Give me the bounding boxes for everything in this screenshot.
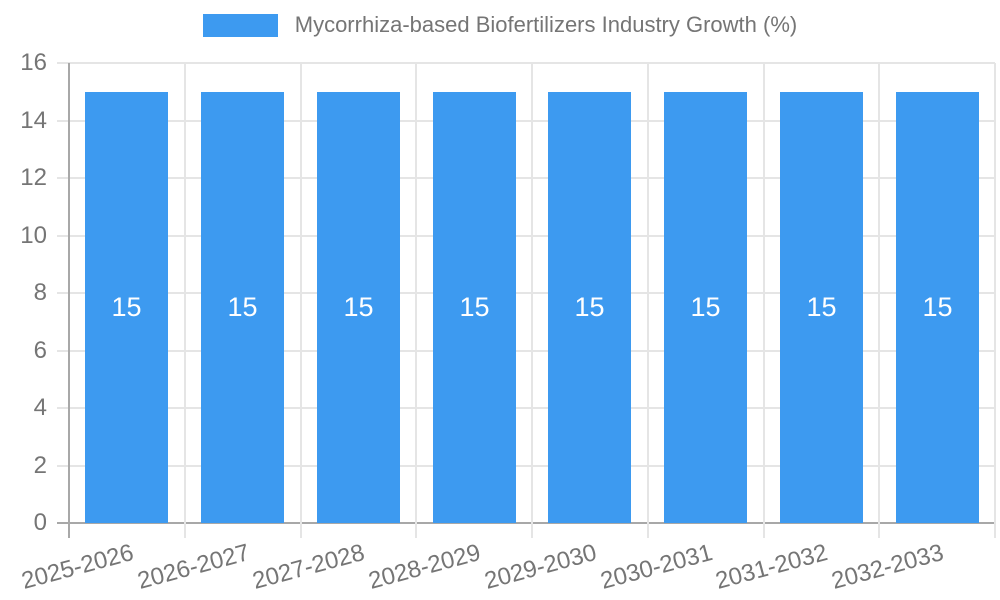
bar: [664, 92, 747, 523]
y-tick-label: 16: [20, 49, 47, 76]
horizontal-gridline: [57, 292, 995, 294]
bar: [433, 92, 516, 523]
horizontal-gridline: [57, 407, 995, 409]
y-tick-label: 2: [33, 452, 47, 479]
horizontal-gridline: [57, 120, 995, 122]
vertical-gridline: [531, 63, 533, 538]
bar-value-label: 15: [343, 292, 374, 322]
bar-value-label: 15: [922, 292, 953, 322]
bar-value-label: 15: [111, 292, 142, 322]
y-tick-label: 14: [20, 107, 47, 134]
horizontal-gridline: [57, 62, 995, 64]
x-tick-label: 2032-2033: [828, 539, 947, 595]
bar: [201, 92, 284, 523]
legend-swatch: [202, 13, 278, 37]
vertical-gridline: [647, 63, 649, 538]
bar: [548, 92, 631, 523]
y-tick-label: 12: [20, 164, 47, 191]
x-tick-label: 2029-2030: [481, 539, 600, 595]
legend-item[interactable]: Mycorrhiza-based Biofertilizers Industry…: [0, 0, 1000, 50]
vertical-gridline: [878, 63, 880, 538]
y-tick-label: 8: [33, 279, 47, 306]
bar: [85, 92, 168, 523]
x-tick-label: 2027-2028: [249, 539, 368, 595]
horizontal-gridline: [57, 350, 995, 352]
vertical-gridline: [763, 63, 765, 538]
x-axis-baseline: [57, 522, 995, 524]
y-tick-label: 10: [20, 222, 47, 249]
bar-value-label: 15: [574, 292, 605, 322]
horizontal-gridline: [57, 465, 995, 467]
vertical-gridline: [184, 63, 186, 538]
bar: [896, 92, 979, 523]
x-tick-label: 2028-2029: [365, 539, 484, 595]
bar: [317, 92, 400, 523]
x-tick-label: 2030-2031: [597, 539, 716, 595]
horizontal-gridline: [57, 177, 995, 179]
x-tick-label: 2031-2032: [712, 539, 831, 595]
vertical-gridline: [994, 63, 996, 538]
y-tick-label: 0: [33, 509, 47, 536]
bar-value-label: 15: [690, 292, 721, 322]
x-tick-label: 2026-2027: [134, 539, 253, 595]
bar-value-label: 15: [806, 292, 837, 322]
x-tick-label: 2025-2026: [18, 539, 137, 595]
vertical-gridline: [300, 63, 302, 538]
y-axis-line: [68, 63, 70, 538]
legend-label: Mycorrhiza-based Biofertilizers Industry…: [294, 12, 798, 37]
bar-value-label: 15: [227, 292, 258, 322]
bar: [780, 92, 863, 523]
y-tick-label: 6: [33, 337, 47, 364]
vertical-gridline: [415, 63, 417, 538]
horizontal-gridline: [57, 235, 995, 237]
bar-value-label: 15: [459, 292, 490, 322]
y-tick-label: 4: [33, 394, 47, 421]
